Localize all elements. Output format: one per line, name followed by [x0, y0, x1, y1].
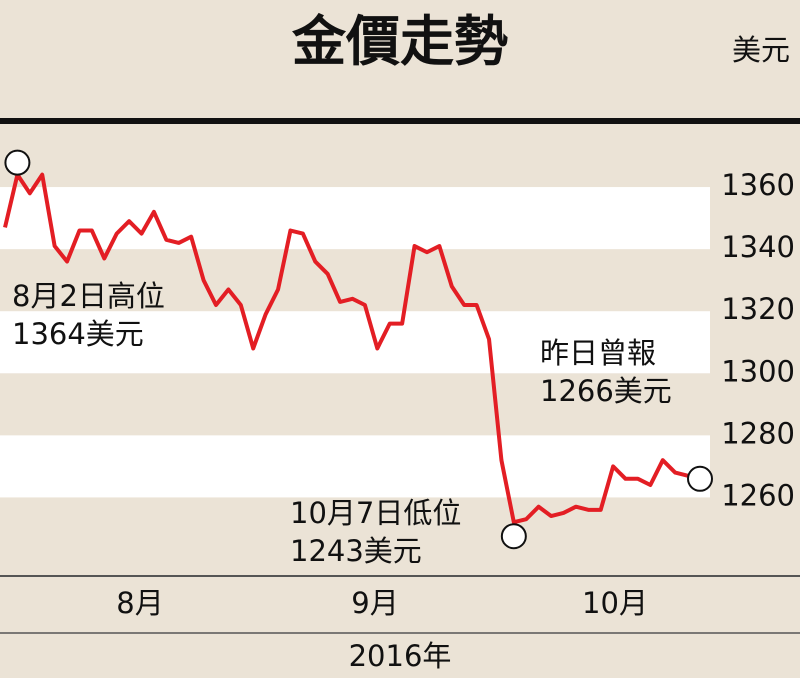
y-tick-label: 1260 — [721, 478, 795, 512]
x-axis-label: 2016年 — [349, 639, 452, 673]
chart-title: 金價走勢 — [291, 9, 508, 73]
marker — [500, 523, 527, 550]
annotation: 10月7日低位 — [290, 496, 461, 530]
y-tick-label: 1300 — [721, 354, 795, 388]
annotation: 昨日曾報 — [540, 336, 656, 370]
marker — [4, 149, 31, 176]
unit-label: 美元 — [732, 33, 790, 67]
marker — [687, 465, 713, 492]
grid-band — [0, 311, 710, 374]
annotation: 1243美元 — [290, 534, 422, 568]
header-rule — [0, 118, 800, 124]
y-tick-label: 1320 — [721, 292, 795, 326]
y-tick-label: 1340 — [721, 230, 795, 264]
annotation: 8月2日高位 — [12, 279, 165, 313]
x-tick-label: 8月 — [116, 586, 163, 620]
y-tick-label: 1280 — [721, 416, 795, 450]
y-tick-label: 1360 — [721, 168, 795, 202]
grid-band — [0, 435, 710, 498]
price-line — [3, 172, 701, 525]
x-tick-label: 9月 — [351, 586, 398, 620]
annotation: 1364美元 — [12, 317, 144, 351]
grid-band — [0, 187, 710, 250]
annotation: 1266美元 — [540, 374, 672, 408]
x-tick-label: 10月 — [582, 586, 648, 620]
